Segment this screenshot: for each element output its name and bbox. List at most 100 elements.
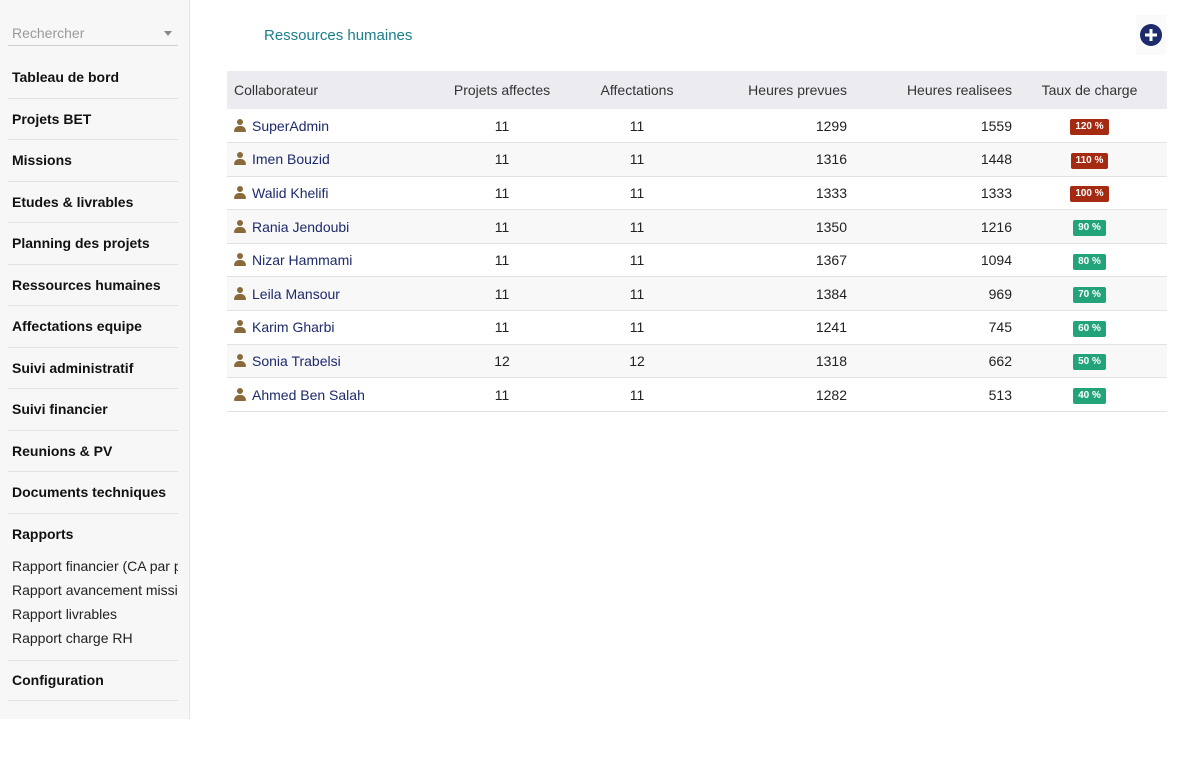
sidebar-subitem-rapport-livrables[interactable]: Rapport livrables [12, 605, 118, 622]
chevron-down-icon[interactable] [164, 31, 172, 36]
cell-heures-realisees: 662 [988, 352, 1012, 369]
sidebar-item-affectations[interactable]: Affectations equipe [8, 306, 178, 348]
cell-collaborateur: Imen Bouzid [227, 143, 427, 177]
cell-heures-realisees: 1216 [980, 218, 1012, 235]
table-row[interactable]: Sonia Trabelsi 12 12 1318 662 50 % [227, 344, 1167, 378]
cell-collaborateur: Nizar Hammami [227, 243, 427, 277]
cell-taux: 100 % [1012, 176, 1167, 210]
collaborator-link[interactable]: Ahmed Ben Salah [252, 386, 365, 403]
charge-badge: 110 % [1070, 152, 1109, 169]
cell-projets: 11 [494, 218, 510, 235]
sidebar-item-documents[interactable]: Documents techniques [8, 472, 178, 514]
sidebar-item-missions[interactable]: Missions [8, 140, 178, 182]
cell-heures-prevues: 1299 [815, 117, 847, 134]
cell-taux: 80 % [1012, 243, 1167, 277]
cell-affectations: 11 [629, 151, 645, 168]
table-row[interactable]: Karim Gharbi 11 11 1241 745 60 % [227, 311, 1167, 345]
add-collaborator-button[interactable] [1136, 15, 1166, 55]
plus-circle-icon [1140, 24, 1162, 46]
sidebar-item-suivi-administratif[interactable]: Suivi administratif [8, 348, 178, 389]
sidebar-group-title: Rapports [12, 525, 74, 542]
sidebar-item-reunions[interactable]: Reunions & PV [8, 431, 178, 472]
user-icon [234, 387, 246, 401]
cell-collaborateur: Rania Jendoubi [227, 210, 427, 244]
collaborator-link[interactable]: Karim Gharbi [252, 319, 335, 336]
sidebar-item-etudes-livrables[interactable]: Etudes & livrables [8, 182, 178, 223]
sidebar-subitem-rapport-charge-rh[interactable]: Rapport charge RH [12, 629, 133, 646]
user-icon [234, 253, 246, 267]
column-header-projets[interactable]: Projets affectes [453, 82, 551, 98]
search-input[interactable] [12, 24, 152, 42]
charge-badge: 80 % [1073, 253, 1106, 270]
charge-badge: 100 % [1070, 186, 1109, 203]
cell-projets: 11 [494, 117, 510, 134]
cell-collaborateur: Karim Gharbi [227, 311, 427, 345]
page-title: Ressources humaines [264, 27, 413, 44]
sidebar-item-tableau-de-bord[interactable]: Tableau de bord [8, 57, 178, 99]
collaborator-link[interactable]: Sonia Trabelsi [252, 352, 341, 369]
column-header-heures-prevues[interactable]: Heures prevues [748, 82, 847, 98]
user-icon [234, 152, 246, 166]
charge-badge: 70 % [1073, 287, 1106, 304]
resources-table: Collaborateur Projets affectes Affectati… [227, 71, 1167, 412]
column-header-taux[interactable]: Taux de charge [1041, 82, 1138, 98]
sidebar-subitem-rapport-financier[interactable]: Rapport financier (CA par projet) [12, 557, 178, 574]
cell-taux: 70 % [1012, 277, 1167, 311]
table-body: SuperAdmin 11 11 1299 1559 120 % Imen Bouzid 11… [227, 109, 1167, 412]
cell-taux: 90 % [1012, 210, 1167, 244]
cell-affectations: 11 [629, 117, 645, 134]
cell-projets: 11 [494, 386, 510, 403]
sidebar-subitem-rapport-avancement[interactable]: Rapport avancement missions [12, 581, 178, 598]
collaborator-link[interactable]: Leila Mansour [252, 285, 340, 302]
cell-taux: 60 % [1012, 311, 1167, 345]
cell-projets: 11 [494, 151, 510, 168]
collaborator-link[interactable]: Nizar Hammami [252, 252, 353, 269]
column-header-affectations[interactable]: Affectations [600, 82, 674, 98]
user-icon [234, 219, 246, 233]
search-box [8, 20, 178, 46]
sidebar-item-projets-bet[interactable]: Projets BET [8, 99, 178, 140]
table-row[interactable]: Rania Jendoubi 11 11 1350 1216 90 % [227, 209, 1167, 244]
cell-taux: 110 % [1012, 143, 1167, 177]
cell-projets: 12 [494, 352, 510, 369]
cell-collaborateur: Ahmed Ben Salah [227, 378, 427, 412]
sidebar-item-ressources-humaines[interactable]: Ressources humaines [8, 265, 178, 306]
cell-heures-prevues: 1350 [815, 218, 847, 235]
cell-taux: 120 % [1012, 109, 1167, 143]
cell-projets: 11 [494, 252, 510, 269]
cell-affectations: 12 [629, 352, 645, 369]
sidebar-item-configuration[interactable]: Configuration [8, 661, 178, 701]
cell-affectations: 11 [629, 218, 645, 235]
table-row[interactable]: SuperAdmin 11 11 1299 1559 120 % [227, 109, 1167, 143]
column-header-collaborateur[interactable]: Collaborateur [234, 82, 319, 98]
cell-collaborateur: Leila Mansour [227, 277, 427, 311]
cell-affectations: 11 [629, 184, 645, 201]
charge-badge: 40 % [1073, 388, 1106, 405]
table-row[interactable]: Imen Bouzid 11 11 1316 1448 110 % [227, 142, 1167, 177]
cell-projets: 11 [494, 184, 510, 201]
collaborator-link[interactable]: Walid Khelifi [252, 184, 329, 201]
cell-heures-prevues: 1241 [815, 319, 847, 336]
collaborator-link[interactable]: Imen Bouzid [252, 151, 330, 168]
table-row[interactable]: Ahmed Ben Salah 11 11 1282 513 40 % [227, 378, 1167, 412]
collaborator-link[interactable]: SuperAdmin [252, 117, 330, 134]
charge-badge: 60 % [1073, 320, 1106, 337]
cell-heures-prevues: 1333 [815, 184, 847, 201]
collaborator-link[interactable]: Rania Jendoubi [252, 218, 350, 235]
table-row[interactable]: Walid Khelifi 11 11 1333 1333 100 % [227, 176, 1167, 210]
column-header-heures-realisees[interactable]: Heures realisees [906, 82, 1012, 98]
sidebar-item-suivi-financier[interactable]: Suivi financier [8, 389, 178, 431]
cell-heures-realisees: 1559 [980, 117, 1012, 134]
cell-heures-realisees: 745 [988, 319, 1012, 336]
cell-affectations: 11 [629, 319, 645, 336]
sidebar-item-planning[interactable]: Planning des projets [8, 223, 178, 265]
cell-heures-prevues: 1316 [815, 151, 847, 168]
cell-affectations: 11 [629, 252, 645, 269]
cell-heures-realisees: 969 [988, 285, 1012, 302]
cell-affectations: 11 [629, 386, 645, 403]
table-row[interactable]: Leila Mansour 11 11 1384 969 70 % [227, 276, 1167, 311]
cell-heures-prevues: 1282 [815, 386, 847, 403]
cell-heures-realisees: 513 [988, 386, 1012, 403]
table-row[interactable]: Nizar Hammami 11 11 1367 1094 80 % [227, 243, 1167, 277]
table-header-row: Collaborateur Projets affectes Affectati… [227, 71, 1167, 109]
